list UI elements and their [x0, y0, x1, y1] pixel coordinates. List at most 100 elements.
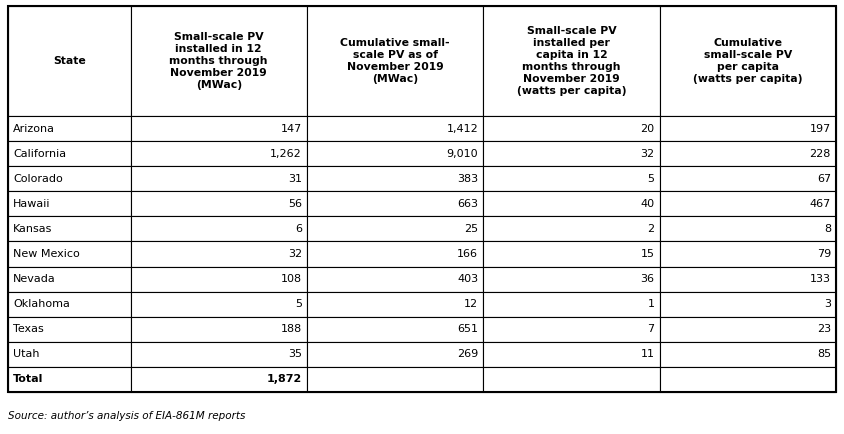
Bar: [8, 166, 131, 191]
Text: 7: 7: [647, 324, 655, 334]
Bar: [484, 217, 660, 241]
Bar: [8, 342, 131, 367]
Bar: [660, 6, 836, 116]
Bar: [8, 266, 131, 292]
Bar: [131, 141, 307, 166]
Bar: [131, 367, 307, 392]
Text: 147: 147: [281, 124, 302, 134]
Text: 85: 85: [817, 349, 831, 359]
Bar: [131, 317, 307, 342]
Bar: [307, 191, 484, 217]
Text: 36: 36: [641, 274, 655, 284]
Text: Utah: Utah: [13, 349, 40, 359]
Bar: [131, 166, 307, 191]
Text: 197: 197: [809, 124, 831, 134]
Text: 133: 133: [810, 274, 831, 284]
Text: Arizona: Arizona: [13, 124, 55, 134]
Text: 1: 1: [647, 299, 655, 309]
Bar: [484, 116, 660, 141]
Bar: [660, 292, 836, 317]
Text: 3: 3: [824, 299, 831, 309]
Bar: [131, 266, 307, 292]
Bar: [307, 6, 484, 116]
Text: Small-scale PV
installed per
capita in 12
months through
November 2019
(watts pe: Small-scale PV installed per capita in 1…: [517, 26, 626, 96]
Text: 228: 228: [809, 149, 831, 159]
Text: 383: 383: [457, 174, 479, 184]
Text: 40: 40: [641, 199, 655, 209]
Text: Hawaii: Hawaii: [13, 199, 51, 209]
Bar: [660, 342, 836, 367]
Bar: [8, 241, 131, 266]
Text: Oklahoma: Oklahoma: [13, 299, 70, 309]
Text: 23: 23: [817, 324, 831, 334]
Text: 67: 67: [817, 174, 831, 184]
Bar: [8, 292, 131, 317]
Text: 31: 31: [288, 174, 302, 184]
Text: 2: 2: [647, 224, 655, 234]
Bar: [8, 367, 131, 392]
Bar: [484, 241, 660, 266]
Bar: [8, 141, 131, 166]
Bar: [484, 141, 660, 166]
Bar: [307, 317, 484, 342]
Text: Nevada: Nevada: [13, 274, 56, 284]
Text: Kansas: Kansas: [13, 224, 52, 234]
Bar: [307, 141, 484, 166]
Text: 403: 403: [457, 274, 479, 284]
Text: 1,262: 1,262: [270, 149, 302, 159]
Text: 1,412: 1,412: [446, 124, 479, 134]
Bar: [131, 292, 307, 317]
Text: California: California: [13, 149, 66, 159]
Text: Total: Total: [13, 375, 43, 385]
Bar: [307, 292, 484, 317]
Text: 8: 8: [824, 224, 831, 234]
Bar: [131, 217, 307, 241]
Text: 5: 5: [647, 174, 655, 184]
Text: 108: 108: [281, 274, 302, 284]
Bar: [484, 292, 660, 317]
Text: State: State: [53, 56, 85, 66]
Text: 79: 79: [817, 249, 831, 259]
Bar: [8, 317, 131, 342]
Bar: [660, 141, 836, 166]
Text: Source: author’s analysis of EIA-861M reports: Source: author’s analysis of EIA-861M re…: [8, 411, 246, 421]
Text: 5: 5: [295, 299, 302, 309]
Bar: [8, 6, 131, 116]
Text: Colorado: Colorado: [13, 174, 62, 184]
Bar: [131, 241, 307, 266]
Bar: [131, 116, 307, 141]
Bar: [660, 116, 836, 141]
Bar: [307, 217, 484, 241]
Text: Texas: Texas: [13, 324, 44, 334]
Bar: [8, 217, 131, 241]
Bar: [307, 266, 484, 292]
Text: 651: 651: [457, 324, 479, 334]
Bar: [8, 191, 131, 217]
Bar: [307, 241, 484, 266]
Bar: [660, 317, 836, 342]
Text: 12: 12: [464, 299, 479, 309]
Bar: [484, 6, 660, 116]
Text: 1,872: 1,872: [267, 375, 302, 385]
Bar: [484, 266, 660, 292]
Bar: [307, 116, 484, 141]
Bar: [307, 166, 484, 191]
Bar: [484, 191, 660, 217]
Bar: [484, 317, 660, 342]
Text: 11: 11: [641, 349, 655, 359]
Bar: [307, 367, 484, 392]
Text: 269: 269: [457, 349, 479, 359]
Text: Cumulative small-
scale PV as of
November 2019
(MWac): Cumulative small- scale PV as of Novembe…: [340, 38, 450, 84]
Text: 9,010: 9,010: [446, 149, 479, 159]
Bar: [484, 166, 660, 191]
Text: 32: 32: [641, 149, 655, 159]
Text: Cumulative
small-scale PV
per capita
(watts per capita): Cumulative small-scale PV per capita (wa…: [693, 38, 803, 84]
Text: 15: 15: [641, 249, 655, 259]
Text: 35: 35: [288, 349, 302, 359]
Text: 20: 20: [641, 124, 655, 134]
Bar: [484, 367, 660, 392]
Text: 32: 32: [288, 249, 302, 259]
Bar: [660, 217, 836, 241]
Text: 166: 166: [457, 249, 479, 259]
Bar: [660, 166, 836, 191]
